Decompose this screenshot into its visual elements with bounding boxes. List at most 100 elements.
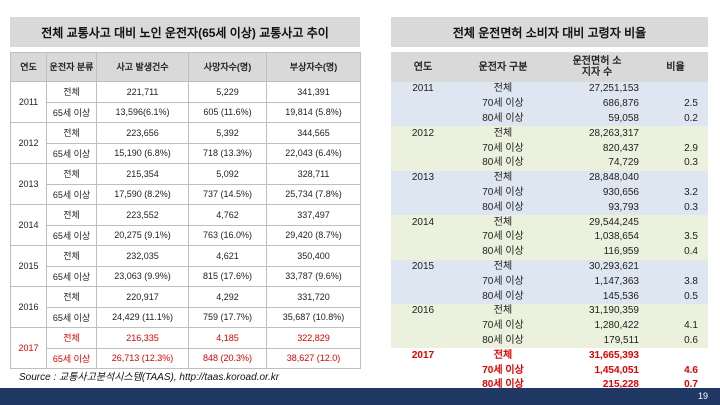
- header-accidents: 사고 발생건수: [96, 52, 189, 82]
- license-count-cell: 930,656: [551, 185, 643, 201]
- table-row: 2012 전체 223,656 5,392 344,565: [10, 122, 361, 164]
- driver-type-cell: 전체: [455, 303, 551, 319]
- driver-type-cell: 70세 이상: [455, 274, 551, 290]
- year-cell: 2013: [391, 170, 455, 186]
- driver-type-cell: 전체: [46, 245, 97, 267]
- left-table-title: 전체 교통사고 대비 노인 운전자(65세 이상) 교통사고 추이: [10, 17, 360, 47]
- table-row: 65세 이상 13,596(6.1%) 605 (11.6%) 19,814 (5.8…: [11, 101, 361, 123]
- table-row: 2012 전체 28,263,317: [391, 126, 708, 142]
- table-row: 70세 이상 1,038,654 3.5: [391, 229, 708, 245]
- license-count-cell: 1,280,422: [551, 318, 643, 334]
- license-count-cell: 28,263,317: [551, 126, 643, 142]
- deaths-cell: 4,762: [188, 204, 267, 226]
- table-row: 65세 이상 15,190 (6.8%) 718 (13.3%) 22,043 (6.…: [11, 142, 361, 164]
- year-cell: [391, 111, 455, 127]
- injuries-cell: 331,720: [266, 286, 361, 308]
- table-row: 70세 이상 1,147,363 3.8: [391, 274, 708, 290]
- driver-type-cell: 70세 이상: [455, 185, 551, 201]
- accidents-cell: 216,335: [96, 327, 189, 349]
- year-cell: 2013: [10, 163, 47, 205]
- driver-type-cell: 65세 이상: [46, 265, 97, 287]
- table-row: 65세 이상 24,429 (11.1%) 759 (17.7%) 35,687 (1…: [11, 306, 361, 328]
- deaths-cell: 4,292: [188, 286, 267, 308]
- ratio-cell: 0.5: [643, 289, 708, 304]
- ratio-cell: 0.3: [643, 155, 708, 171]
- table-row: 65세 이상 20,275 (9.1%) 763 (16.0%) 29,420 (8.…: [11, 224, 361, 246]
- driver-type-cell: 전체: [455, 170, 551, 186]
- ratio-cell: [643, 82, 708, 97]
- license-count-cell: 31,190,359: [551, 303, 643, 319]
- license-count-cell: 820,437: [551, 141, 643, 156]
- license-count-cell: 1,038,654: [551, 229, 643, 245]
- injuries-cell: 19,814 (5.8%): [266, 101, 361, 123]
- driver-type-cell: 65세 이상: [46, 183, 97, 205]
- right-table-title: 전체 운전면허 소비자 대비 고령자 비율: [391, 17, 708, 47]
- right-header-row: 연도 운전자 구분 운전면허 소지자 수 비율: [391, 52, 708, 82]
- table-row: 70세 이상 820,437 2.9: [391, 141, 708, 156]
- year-cell: 2014: [391, 215, 455, 230]
- driver-type-cell: 80세 이상: [455, 111, 551, 127]
- deaths-cell: 5,392: [188, 122, 267, 144]
- license-count-cell: 686,876: [551, 96, 643, 112]
- injuries-cell: 33,787 (9.6%): [266, 265, 361, 287]
- driver-type-cell: 전체: [455, 215, 551, 230]
- table-row: 2014 전체 29,544,245: [391, 215, 708, 230]
- ratio-cell: 0.4: [643, 244, 708, 260]
- ratio-cell: 0.6: [643, 333, 708, 349]
- year-cell: 2012: [391, 126, 455, 142]
- header-driver-class: 운전자 분류: [46, 52, 97, 82]
- license-count-cell: 27,251,153: [551, 82, 643, 97]
- deaths-cell: 759 (17.7%): [188, 306, 267, 328]
- table-row: 65세 이상 17,590 (8.2%) 737 (14.5%) 25,734 (7.…: [11, 183, 361, 205]
- deaths-cell: 5,092: [188, 163, 267, 185]
- table-row: 80세 이상 93,793 0.3: [391, 200, 708, 216]
- injuries-cell: 341,391: [266, 81, 361, 103]
- injuries-cell: 38,627 (12.0): [266, 347, 361, 369]
- accidents-cell: 24,429 (11.1%): [96, 306, 189, 328]
- injuries-cell: 29,420 (8.7%): [266, 224, 361, 246]
- license-count-cell: 31,665,393: [551, 348, 643, 364]
- accidents-cell: 221,711: [96, 81, 189, 103]
- deaths-cell: 815 (17.6%): [188, 265, 267, 287]
- license-count-cell: 28,848,040: [551, 170, 643, 186]
- license-count-cell: 145,536: [551, 289, 643, 304]
- year-cell: 2017: [391, 348, 455, 364]
- driver-type-cell: 전체: [46, 204, 97, 226]
- driver-type-cell: 80세 이상: [455, 289, 551, 304]
- license-ratio-table: 연도 운전자 구분 운전면허 소지자 수 비율 2011 전체 27,251,153…: [391, 52, 708, 393]
- deaths-cell: 718 (13.3%): [188, 142, 267, 164]
- accidents-cell: 13,596(6.1%): [96, 101, 189, 123]
- driver-type-cell: 80세 이상: [455, 200, 551, 216]
- driver-type-cell: 전체: [46, 122, 97, 144]
- driver-type-cell: 80세 이상: [455, 244, 551, 260]
- driver-type-cell: 80세 이상: [455, 155, 551, 171]
- ratio-cell: 2.9: [643, 141, 708, 156]
- table-row: 80세 이상 145,536 0.5: [391, 289, 708, 304]
- table-row: 2015 전체 232,035 4,621 350,400: [10, 245, 361, 287]
- injuries-cell: 22,043 (6.4%): [266, 142, 361, 164]
- driver-type-cell: 전체: [455, 126, 551, 142]
- table-row: 2011 전체 27,251,153: [391, 82, 708, 97]
- year-cell: [391, 200, 455, 216]
- year-cell: [391, 155, 455, 171]
- year-cell: [391, 141, 455, 156]
- accidents-cell: 20,275 (9.1%): [96, 224, 189, 246]
- year-cell: [391, 333, 455, 349]
- header-year: 연도: [10, 52, 47, 82]
- driver-type-cell: 70세 이상: [455, 363, 551, 378]
- ratio-cell: [643, 215, 708, 230]
- table-row: 80세 이상 179,511 0.6: [391, 333, 708, 349]
- left-header-row: 연도 운전자 분류 사고 발생건수 사망자수(명) 부상자수(명): [10, 52, 361, 82]
- table-row: 80세 이상 116,959 0.4: [391, 244, 708, 260]
- table-row: 2016 전체 220,917 4,292 331,720: [10, 286, 361, 328]
- driver-type-cell: 65세 이상: [46, 101, 97, 123]
- accidents-cell: 223,656: [96, 122, 189, 144]
- license-count-cell: 74,729: [551, 155, 643, 171]
- driver-type-cell: 65세 이상: [46, 224, 97, 246]
- driver-type-cell: 전체: [46, 286, 97, 308]
- year-cell: 2016: [391, 303, 455, 319]
- ratio-cell: 0.2: [643, 111, 708, 127]
- ratio-cell: 3.8: [643, 274, 708, 290]
- table-row: 2013 전체 215,354 5,092 328,711: [10, 163, 361, 205]
- year-cell: 2017: [10, 327, 47, 369]
